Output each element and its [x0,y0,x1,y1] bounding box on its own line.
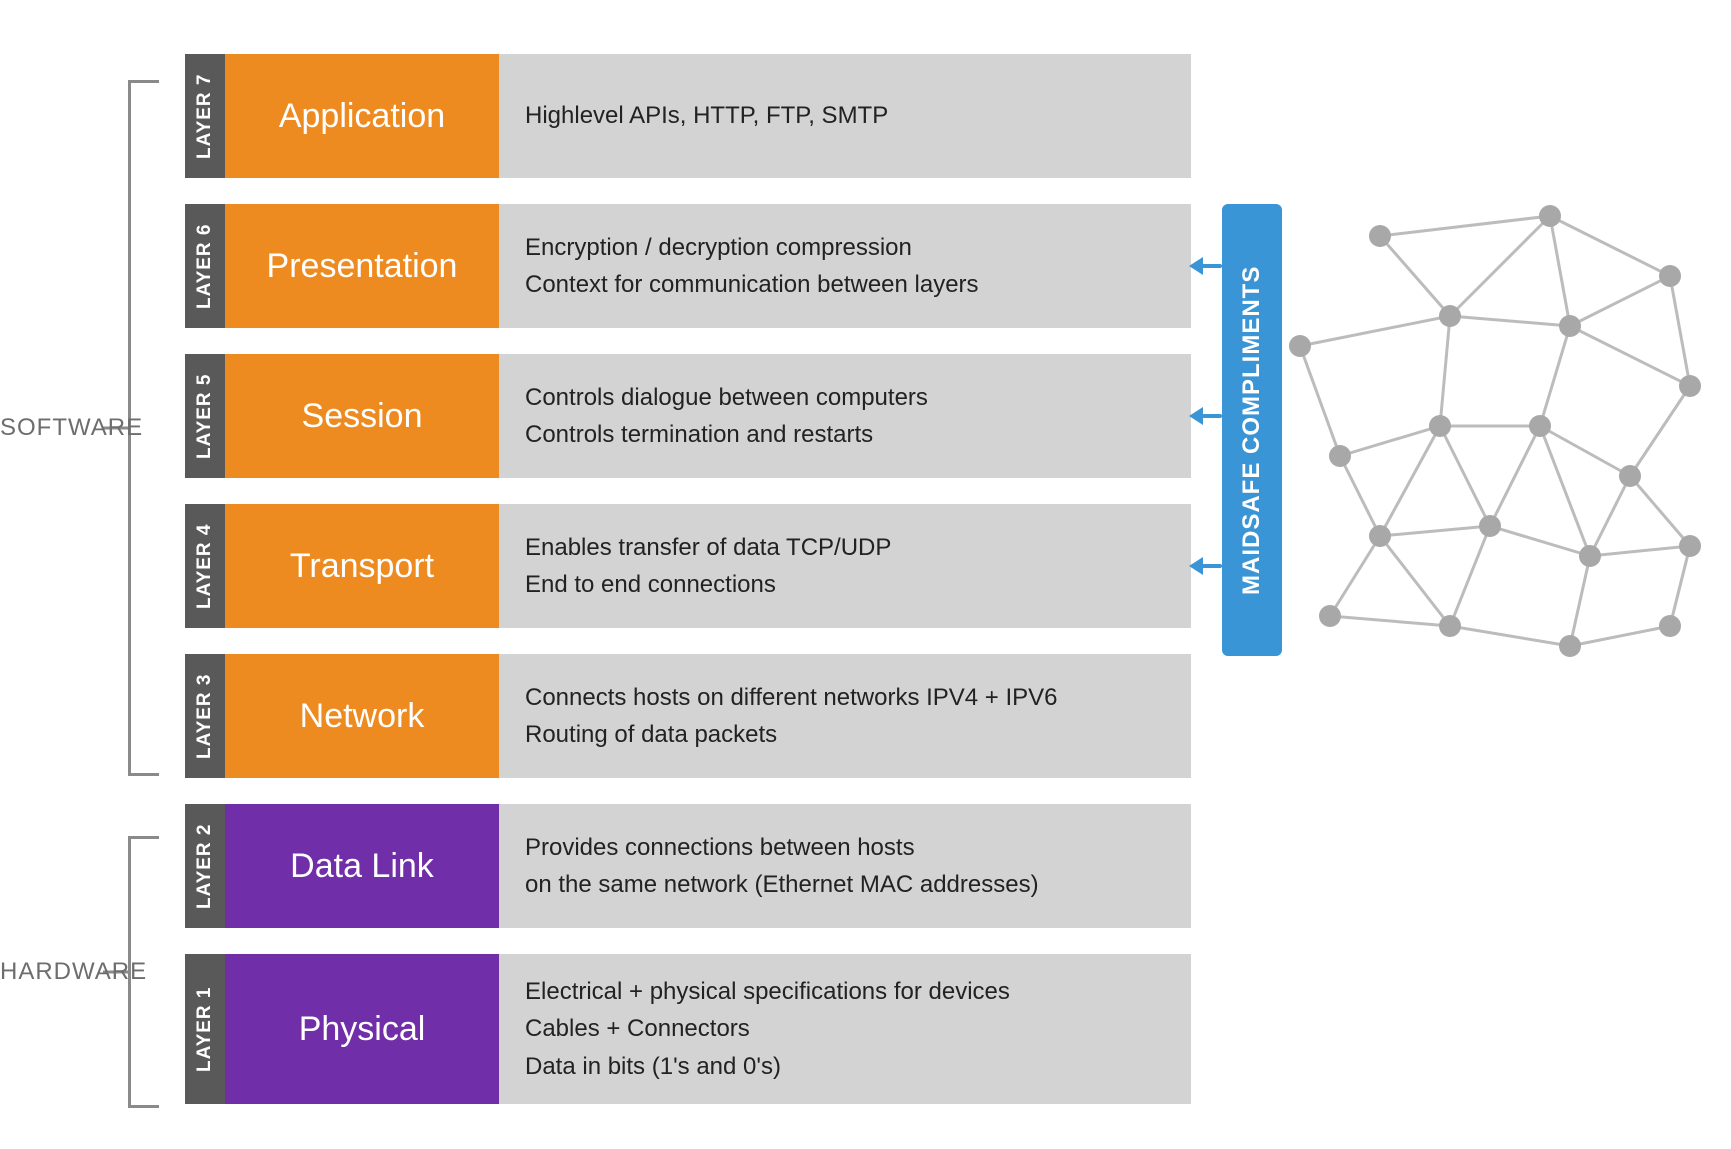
osi-diagram: SOFTWARE HARDWARE LAYER 7 Application Hi… [0,0,1731,1149]
layer-desc: Connects hosts on different networks IPV… [499,654,1191,778]
layer-row-2: LAYER 2 Data Link Provides connections b… [185,804,1191,928]
network-graph-icon [1270,196,1710,666]
maidsafe-arrow [1191,264,1222,268]
layer-desc-line: End to end connections [525,566,1191,603]
layer-desc: Electrical + physical specifications for… [499,954,1191,1104]
layer-name: Application [225,54,499,178]
layer-desc: Provides connections between hosts on th… [499,804,1191,928]
layer-desc-line: Provides connections between hosts [525,829,1191,866]
layer-desc-line: Data in bits (1's and 0's) [525,1048,1191,1085]
layer-name: Physical [225,954,499,1104]
layer-desc-line: Routing of data packets [525,716,1191,753]
layer-name: Presentation [225,204,499,328]
layer-row-7: LAYER 7 Application Highlevel APIs, HTTP… [185,54,1191,178]
layer-tag: LAYER 5 [185,354,225,478]
layers-stack: LAYER 7 Application Highlevel APIs, HTTP… [185,54,1191,1104]
layer-desc-line: on the same network (Ethernet MAC addres… [525,866,1191,903]
layer-row-5: LAYER 5 Session Controls dialogue betwee… [185,354,1191,478]
maidsafe-arrow [1191,564,1222,568]
layer-tag: LAYER 2 [185,804,225,928]
maidsafe-arrow [1191,414,1222,418]
layer-tag: LAYER 4 [185,504,225,628]
layer-tag: LAYER 3 [185,654,225,778]
layer-name: Transport [225,504,499,628]
software-label: SOFTWARE [0,414,143,442]
layer-desc-line: Cables + Connectors [525,1010,1191,1047]
layer-desc-line: Highlevel APIs, HTTP, FTP, SMTP [525,97,1191,134]
layer-tag: LAYER 1 [185,954,225,1104]
layer-desc-line: Electrical + physical specifications for… [525,973,1191,1010]
layer-row-3: LAYER 3 Network Connects hosts on differ… [185,654,1191,778]
layer-desc: Highlevel APIs, HTTP, FTP, SMTP [499,54,1191,178]
layer-desc-line: Controls termination and restarts [525,416,1191,453]
layer-desc-line: Connects hosts on different networks IPV… [525,679,1191,716]
layer-desc-line: Context for communication between layers [525,266,1191,303]
hardware-label: HARDWARE [0,958,147,986]
layer-name: Data Link [225,804,499,928]
layer-tag: LAYER 7 [185,54,225,178]
layer-desc: Encryption / decryption compression Cont… [499,204,1191,328]
layer-row-4: LAYER 4 Transport Enables transfer of da… [185,504,1191,628]
layer-desc-line: Encryption / decryption compression [525,229,1191,266]
layer-name: Session [225,354,499,478]
layer-desc: Enables transfer of data TCP/UDP End to … [499,504,1191,628]
layer-row-1: LAYER 1 Physical Electrical + physical s… [185,954,1191,1104]
layer-desc-line: Enables transfer of data TCP/UDP [525,529,1191,566]
layer-name: Network [225,654,499,778]
layer-row-6: LAYER 6 Presentation Encryption / decryp… [185,204,1191,328]
layer-tag: LAYER 6 [185,204,225,328]
layer-desc-line: Controls dialogue between computers [525,379,1191,416]
layer-desc: Controls dialogue between computers Cont… [499,354,1191,478]
